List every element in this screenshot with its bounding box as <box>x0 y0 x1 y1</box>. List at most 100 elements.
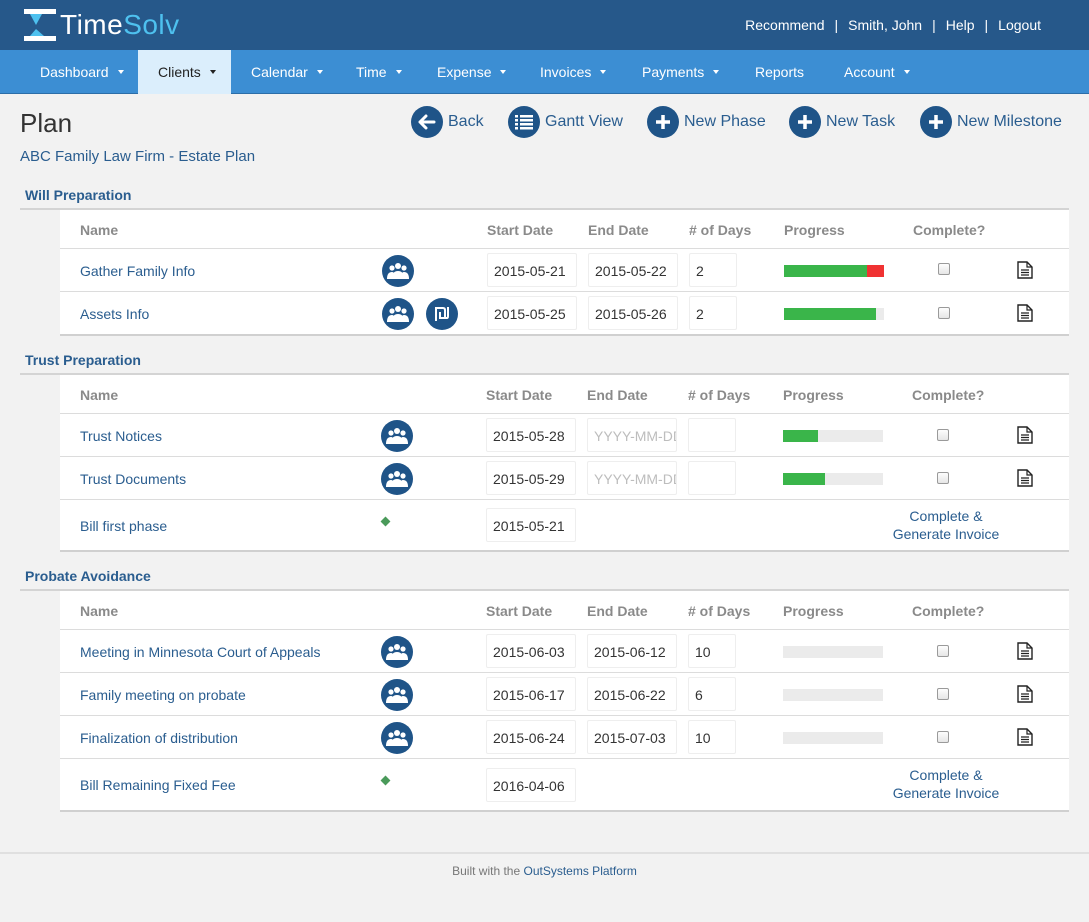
start-date-input[interactable]: 2015-06-03 <box>486 634 576 668</box>
document-icon[interactable] <box>1017 685 1033 703</box>
col-start-header: Start Date <box>486 603 553 619</box>
resources-icon[interactable] <box>381 636 413 668</box>
complete-checkbox[interactable] <box>937 429 949 441</box>
complete-checkbox[interactable] <box>937 688 949 700</box>
nav-clients[interactable]: Clients <box>138 50 231 94</box>
document-icon[interactable] <box>1017 261 1033 279</box>
progress-overrun-fill <box>867 265 884 277</box>
start-date-input[interactable]: 2015-05-29 <box>486 461 576 495</box>
start-date-input[interactable]: 2015-06-17 <box>486 677 576 711</box>
end-date-input[interactable]: YYYY-MM-DD <box>587 461 677 495</box>
nav-calendar[interactable]: Calendar <box>251 50 323 94</box>
chevron-down-icon <box>600 70 607 75</box>
days-input[interactable] <box>688 418 736 452</box>
separator: | <box>834 17 839 33</box>
complete-generate-invoice-link[interactable]: Complete & Generate Invoice <box>892 767 1000 801</box>
days-input[interactable]: 10 <box>688 720 736 754</box>
days-input[interactable]: 10 <box>688 634 736 668</box>
end-date-input[interactable]: 2015-05-22 <box>588 253 678 287</box>
shekel-icon[interactable] <box>426 298 458 330</box>
chevron-down-icon <box>903 70 910 75</box>
complete-checkbox[interactable] <box>937 472 949 484</box>
main-nav: Dashboard Clients Calendar Time Expense … <box>0 50 1089 94</box>
recommend-link[interactable]: Recommend <box>745 17 825 33</box>
complete-checkbox[interactable] <box>937 731 949 743</box>
end-date-input[interactable]: 2015-05-26 <box>588 296 678 330</box>
nav-account[interactable]: Account <box>844 50 910 94</box>
task-name-link[interactable]: Gather Family Info <box>80 263 196 279</box>
document-icon[interactable] <box>1017 304 1033 322</box>
milestone-date-input[interactable]: 2015-05-21 <box>486 508 576 542</box>
footer-text: Built with the <box>452 864 524 878</box>
end-date-input[interactable]: YYYY-MM-DD <box>587 418 677 452</box>
new-phase-button[interactable]: New Phase <box>647 105 766 139</box>
help-link[interactable]: Help <box>945 17 975 33</box>
start-date-input[interactable]: 2015-05-25 <box>487 296 577 330</box>
end-date-input[interactable]: 2015-06-22 <box>587 677 677 711</box>
resources-icon[interactable] <box>382 298 414 330</box>
complete-checkbox[interactable] <box>938 307 950 319</box>
days-input[interactable]: 2 <box>689 253 737 287</box>
col-complete-header: Complete? <box>913 222 986 238</box>
nav-dashboard[interactable]: Dashboard <box>40 50 124 94</box>
complete-generate-invoice-link[interactable]: Complete & Generate Invoice <box>892 508 1000 542</box>
nav-invoices[interactable]: Invoices <box>540 50 607 94</box>
plus-icon <box>647 106 679 138</box>
nav-payments[interactable]: Payments <box>642 50 720 94</box>
resources-icon[interactable] <box>381 420 413 452</box>
new-milestone-button[interactable]: New Milestone <box>920 105 1062 139</box>
new-phase-label: New Phase <box>684 113 766 130</box>
task-name-link[interactable]: Trust Notices <box>80 428 162 444</box>
document-icon[interactable] <box>1017 426 1033 444</box>
resources-icon[interactable] <box>381 679 413 711</box>
milestone-date-input[interactable]: 2016-04-06 <box>486 768 576 802</box>
chevron-down-icon <box>316 70 323 75</box>
section-divider <box>20 373 1069 375</box>
document-icon[interactable] <box>1017 642 1033 660</box>
resources-icon[interactable] <box>382 255 414 287</box>
logout-link[interactable]: Logout <box>998 17 1041 33</box>
document-icon[interactable] <box>1017 728 1033 746</box>
resources-icon[interactable] <box>381 463 413 495</box>
new-milestone-label: New Milestone <box>957 113 1062 130</box>
complete-checkbox[interactable] <box>937 645 949 657</box>
progress-fill <box>783 430 818 442</box>
days-input[interactable]: 2 <box>689 296 737 330</box>
user-name-link[interactable]: Smith, John <box>848 17 923 33</box>
back-button[interactable]: Back <box>411 105 484 139</box>
complete-checkbox[interactable] <box>938 263 950 276</box>
separator: | <box>984 17 989 33</box>
gantt-view-button[interactable]: Gantt View <box>508 105 623 139</box>
task-table: Name Start Date End Date # of Days Progr… <box>60 210 1069 336</box>
start-date-input[interactable]: 2015-05-28 <box>486 418 576 452</box>
col-complete-header: Complete? <box>912 603 985 619</box>
end-date-input[interactable]: 2015-06-12 <box>587 634 677 668</box>
col-name-header: Name <box>80 603 119 619</box>
nav-expense[interactable]: Expense <box>437 50 507 94</box>
timesolv-logo[interactable]: TimeSolv <box>22 7 180 43</box>
col-progress-header: Progress <box>783 387 844 403</box>
col-name-header: Name <box>80 387 119 403</box>
new-task-button[interactable]: New Task <box>789 105 895 139</box>
task-name-link[interactable]: Trust Documents <box>80 471 187 487</box>
days-input[interactable] <box>688 461 736 495</box>
task-name-link[interactable]: Assets Info <box>80 306 150 322</box>
end-date-input[interactable]: 2015-07-03 <box>587 720 677 754</box>
document-icon[interactable] <box>1017 469 1033 487</box>
section-title: Probate Avoidance <box>25 568 151 584</box>
nav-time[interactable]: Time <box>356 50 402 94</box>
start-date-input[interactable]: 2015-06-24 <box>486 720 576 754</box>
nav-reports[interactable]: Reports <box>755 64 805 80</box>
resources-icon[interactable] <box>381 722 413 754</box>
days-input[interactable]: 6 <box>688 677 736 711</box>
progress-bar <box>783 646 883 658</box>
start-date-input[interactable]: 2015-05-21 <box>487 253 577 287</box>
task-name-link[interactable]: Meeting in Minnesota Court of Appeals <box>80 644 321 660</box>
milestone-name-link[interactable]: Bill first phase <box>80 518 168 534</box>
milestone-name-link[interactable]: Bill Remaining Fixed Fee <box>80 777 236 793</box>
col-days-header: # of Days <box>689 222 752 238</box>
task-name-link[interactable]: Family meeting on probate <box>80 687 246 703</box>
progress-bar <box>783 473 883 485</box>
task-name-link[interactable]: Finalization of distribution <box>80 730 238 746</box>
outsystems-link[interactable]: OutSystems Platform <box>523 864 637 878</box>
